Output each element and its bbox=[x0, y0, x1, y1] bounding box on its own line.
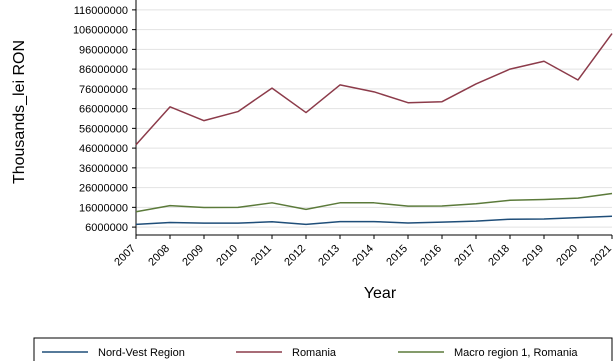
y-tick-label: 76000000 bbox=[79, 84, 128, 96]
x-tick-label: 2015 bbox=[384, 243, 410, 269]
series-lines bbox=[135, 33, 613, 226]
y-tick-label: 86000000 bbox=[79, 64, 128, 76]
y-tick-label: 16000000 bbox=[79, 202, 128, 214]
x-tick-label: 2011 bbox=[249, 243, 274, 268]
x-tick-label: 2018 bbox=[486, 243, 512, 269]
legend-box bbox=[33, 337, 613, 361]
series-line bbox=[135, 192, 613, 213]
series-line bbox=[135, 215, 613, 226]
series-line bbox=[135, 33, 613, 146]
x-tick-label: 2021 bbox=[588, 243, 614, 269]
y-tick-label: 6000000 bbox=[85, 222, 128, 234]
legend-label: Macro region 1, Romania bbox=[454, 347, 578, 359]
x-tick-label: 2020 bbox=[554, 243, 580, 269]
x-tick-label: 2009 bbox=[180, 243, 206, 269]
y-tick-label: 106000000 bbox=[73, 25, 128, 37]
legend-label: Nord-Vest Region bbox=[98, 347, 185, 359]
y-tick-label: 46000000 bbox=[79, 143, 128, 155]
y-tick-label: 66000000 bbox=[79, 104, 128, 116]
x-tick-label: 2016 bbox=[418, 243, 444, 269]
x-tick-label: 2013 bbox=[316, 243, 342, 269]
y-axis-ticks: 6000000 16000000 26000000 36000000 46000000 5… bbox=[73, 5, 136, 234]
x-tick-label: 2017 bbox=[452, 243, 478, 269]
y-tick-label: 96000000 bbox=[79, 44, 128, 56]
x-tick-label: 2012 bbox=[282, 243, 308, 269]
legend-label: Romania bbox=[292, 347, 337, 359]
legend: Nord-Vest Region Romania Macro region 1, R… bbox=[33, 337, 613, 361]
x-axis-title: Year bbox=[364, 285, 397, 302]
y-tick-label: 116000000 bbox=[74, 5, 128, 17]
x-tick-label: 2007 bbox=[112, 243, 138, 269]
grid-lines bbox=[136, 9, 612, 228]
y-tick-label: 36000000 bbox=[79, 163, 128, 175]
x-tick-label: 2014 bbox=[350, 243, 376, 269]
x-tick-label: 2010 bbox=[214, 243, 240, 269]
y-tick-label: 26000000 bbox=[79, 183, 128, 195]
x-axis-ticks: 2007 2008 2009 2010 2011 2012 2013 2014 2015 2016… bbox=[112, 235, 614, 268]
y-axis-title: Thousands_lei RON bbox=[11, 40, 28, 184]
y-tick-label: 56000000 bbox=[79, 123, 128, 135]
x-tick-label: 2019 bbox=[520, 243, 546, 269]
x-tick-label: 2008 bbox=[146, 243, 172, 269]
